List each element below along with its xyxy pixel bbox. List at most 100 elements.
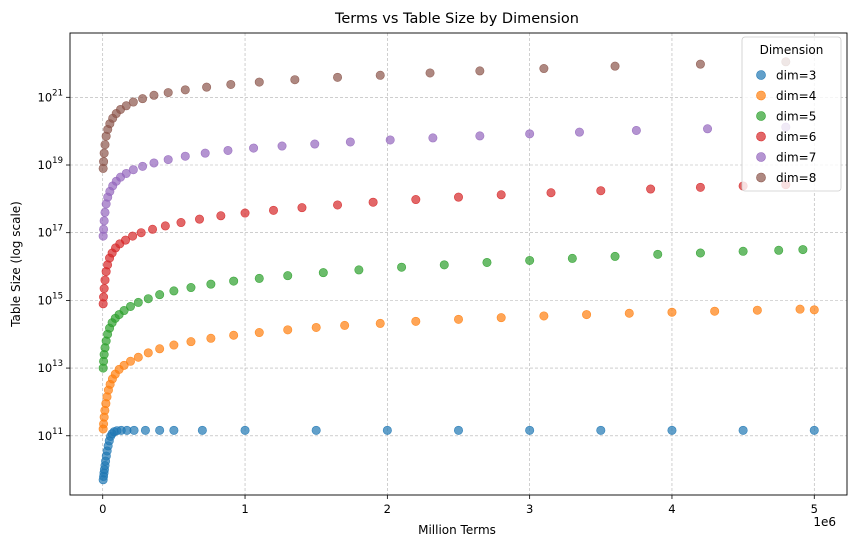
y-tick-exponent: 15 — [52, 291, 63, 301]
legend-marker — [756, 70, 766, 80]
data-point — [397, 262, 407, 272]
data-point — [99, 292, 109, 302]
grid-lines — [70, 33, 847, 495]
legend-label: dim=4 — [776, 89, 816, 103]
x-tick-label: 3 — [526, 502, 533, 516]
data-point — [382, 425, 392, 435]
data-point — [695, 59, 705, 69]
data-point — [155, 290, 165, 300]
legend: Dimension dim=3 dim=4 dim=5 dim=6 dim=7 dim=8 — [741, 36, 842, 192]
data-point — [574, 127, 584, 137]
legend-box — [741, 36, 842, 192]
data-point — [482, 257, 492, 267]
legend-marker — [756, 152, 766, 162]
data-point — [128, 165, 138, 175]
data-point — [254, 273, 264, 283]
y-tick-base: 10 — [38, 293, 53, 307]
chart-title: Terms vs Table Size by Dimension — [334, 11, 579, 27]
data-point — [375, 318, 385, 328]
data-point — [155, 344, 165, 354]
data-point — [133, 352, 143, 362]
data-point — [160, 221, 170, 231]
data-point — [229, 330, 239, 340]
data-point — [148, 224, 158, 234]
data-point — [99, 224, 109, 234]
data-point — [180, 85, 190, 95]
data-point — [100, 207, 110, 217]
legend-label: dim=8 — [776, 171, 816, 185]
y-tick-label: 1013 — [38, 359, 63, 375]
data-point — [100, 275, 110, 285]
y-tick-exponent: 11 — [52, 427, 63, 437]
data-point — [99, 148, 109, 158]
data-point — [695, 182, 705, 192]
data-point — [475, 66, 485, 76]
data-point — [99, 284, 109, 294]
data-point — [428, 133, 438, 143]
series-dim=8 — [98, 57, 791, 173]
data-point — [206, 279, 216, 289]
data-point — [496, 190, 506, 200]
data-point — [249, 143, 259, 153]
x-axis-label: Million Terms — [418, 523, 496, 537]
data-point — [128, 231, 138, 241]
y-tick-base: 10 — [38, 158, 53, 172]
data-point — [226, 79, 236, 89]
legend-label: dim=7 — [776, 151, 816, 165]
plot-points — [98, 57, 819, 485]
data-point — [119, 306, 129, 316]
data-point — [240, 208, 250, 218]
data-point — [596, 425, 606, 435]
data-point — [202, 82, 212, 92]
data-point — [752, 305, 762, 315]
data-point — [268, 205, 278, 215]
data-point — [354, 265, 364, 275]
data-point — [333, 200, 343, 210]
data-point — [453, 425, 463, 435]
series-dim=3 — [98, 425, 819, 485]
data-point — [290, 75, 300, 85]
data-point — [809, 305, 819, 315]
data-point — [169, 425, 179, 435]
data-point — [129, 425, 139, 435]
data-point — [140, 425, 150, 435]
legend-marker — [756, 90, 766, 101]
y-axis-label: Table Size (log scale) — [9, 201, 23, 328]
data-point — [411, 316, 421, 326]
data-point — [176, 218, 186, 228]
data-point — [667, 425, 677, 435]
data-point — [345, 137, 355, 147]
data-point — [121, 168, 131, 178]
data-point — [525, 255, 535, 265]
series-dim=7 — [98, 122, 791, 241]
data-point — [809, 425, 819, 435]
x-tick-label: 0 — [99, 502, 106, 516]
data-point — [695, 248, 705, 258]
data-point — [738, 425, 748, 435]
data-point — [546, 188, 556, 198]
data-point — [99, 216, 109, 226]
data-point — [216, 211, 226, 221]
data-point — [186, 283, 196, 293]
data-point — [453, 314, 463, 324]
data-point — [200, 148, 210, 158]
data-point — [610, 251, 620, 261]
data-point — [254, 328, 264, 338]
y-tick-exponent: 19 — [52, 156, 63, 166]
data-point — [195, 214, 205, 224]
data-point — [795, 304, 805, 314]
legend-label: dim=6 — [776, 130, 816, 144]
data-point — [136, 228, 146, 238]
data-point — [368, 197, 378, 207]
data-point — [453, 192, 463, 202]
data-point — [425, 68, 435, 78]
y-tick-base: 10 — [38, 429, 53, 443]
series-dim=6 — [98, 180, 791, 309]
data-point — [667, 307, 677, 317]
data-point — [254, 77, 264, 87]
x-tick-label: 5 — [811, 502, 818, 516]
y-tick-base: 10 — [38, 226, 53, 240]
data-point — [99, 157, 109, 167]
y-tick-exponent: 17 — [52, 224, 63, 234]
